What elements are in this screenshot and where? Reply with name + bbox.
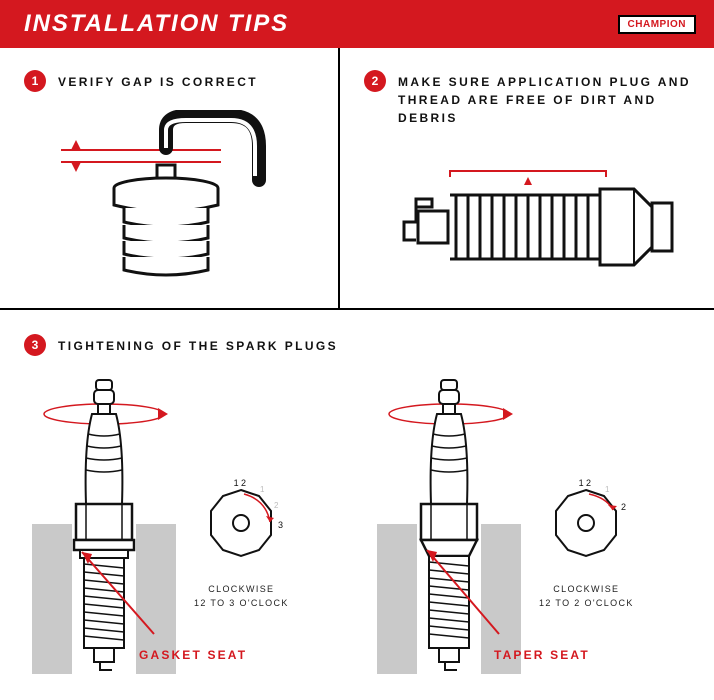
step-title: Verify gap is correct: [58, 70, 258, 91]
panel-step-3: 3 Tightening of the spark plugs: [0, 310, 714, 686]
illustration-thread: [364, 167, 694, 287]
clock-taper: 12 1 2 clockwise 12 to 2 o'clock: [539, 438, 634, 610]
clock-1: 1: [605, 485, 612, 494]
step-head: 2 Make sure application plug and thread …: [364, 70, 694, 127]
spark-plug-taper-icon: [369, 374, 529, 674]
brand-badge: CHAMPION: [618, 15, 696, 34]
clock-gasket: 12 1 2 3 clockwise 12 to 3 o'clock: [194, 438, 289, 610]
step-head: 1 Verify gap is correct: [24, 70, 318, 92]
plugs-row: 12 1 2 3 clockwise 12 to 3 o'clock GASKE…: [24, 374, 694, 674]
step-head: 3 Tightening of the spark plugs: [24, 334, 694, 356]
step-title: Tightening of the spark plugs: [58, 334, 338, 355]
panel-step-2: 2 Make sure application plug and thread …: [340, 48, 714, 308]
top-row: 1 Verify gap is correct: [0, 48, 714, 310]
step-number-badge: 2: [364, 70, 386, 92]
clock-3: 3: [278, 520, 285, 530]
step-title: Make sure application plug and thread ar…: [398, 70, 694, 127]
clock-2: 2: [621, 502, 628, 512]
panel-step-1: 1 Verify gap is correct: [0, 48, 340, 308]
page-title: INSTALLATION TIPS: [24, 10, 289, 38]
clock-dial-icon: 12 1 2 3: [196, 478, 286, 568]
clock-12: 12: [579, 478, 594, 488]
clock-12: 12: [234, 478, 249, 488]
spark-plug-gasket-icon: [24, 374, 184, 674]
plug-gasket: 12 1 2 3 clockwise 12 to 3 o'clock GASKE…: [24, 374, 349, 674]
step-number-badge: 3: [24, 334, 46, 356]
clock-2: 2: [274, 501, 281, 510]
step-number-badge: 1: [24, 70, 46, 92]
seat-label-taper: TAPER SEAT: [494, 648, 590, 662]
clock-caption: clockwise 12 to 3 o'clock: [194, 583, 289, 610]
header-bar: INSTALLATION TIPS CHAMPION: [0, 0, 714, 48]
clock-1: 1: [260, 485, 267, 494]
illustration-gap: [24, 110, 318, 280]
plug-taper: 12 1 2 clockwise 12 to 2 o'clock TAPER S…: [369, 374, 694, 674]
clock-dial-icon: 12 1 2: [541, 478, 631, 568]
clock-caption: clockwise 12 to 2 o'clock: [539, 583, 634, 610]
seat-label-gasket: GASKET SEAT: [139, 648, 247, 662]
